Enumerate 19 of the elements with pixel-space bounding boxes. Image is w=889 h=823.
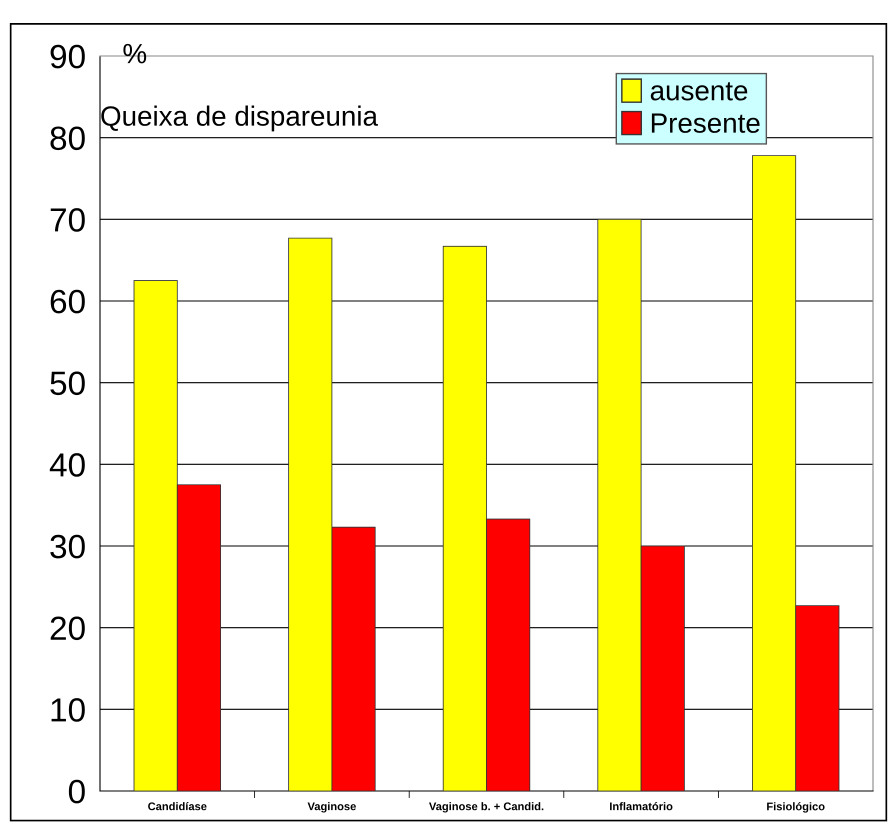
y-tick-label: 30 — [50, 534, 85, 558]
y-tick-label: 60 — [50, 290, 85, 314]
y-tick-label: 10 — [52, 698, 85, 722]
y-tick-label: 20 — [50, 616, 85, 640]
legend-label: Presente — [652, 114, 760, 133]
legend-label: ausente — [650, 82, 748, 101]
y-tick-label: 50 — [50, 371, 85, 396]
x-tick-label: Vaginose — [308, 802, 356, 813]
x-tick-label: Vaginose b. + Candid. — [429, 802, 544, 813]
x-tick-label: Fisiológico — [767, 802, 825, 813]
text: Queixa de dispareunia — [101, 106, 378, 132]
y-axis-title: % — [123, 44, 146, 64]
y-tick-label: 40 — [50, 453, 85, 477]
y-tick-label: 70 — [50, 208, 85, 232]
y-tick-label: 0 — [68, 780, 85, 804]
y-tick-label: 80 — [50, 126, 85, 150]
x-tick-label: Candidíase — [148, 802, 207, 810]
y-tick-label: 90 — [50, 44, 85, 68]
x-tick-label: Inflamatório — [610, 802, 672, 810]
